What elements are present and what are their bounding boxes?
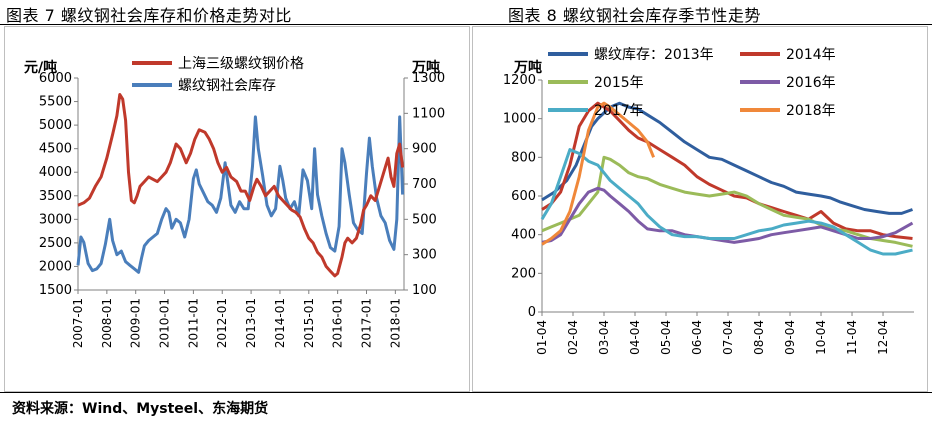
seasonal-x-tick-label: 07-04 [721,320,735,355]
right-y-tick-label: 500 [412,212,437,227]
seasonal-series-line [540,148,913,256]
seasonal-y-tick-label: 600 [511,189,536,204]
legend-label: 螺纹钢社会库存 [178,78,276,94]
seasonal-x-tick-label: 03-04 [597,320,611,355]
source-rule [0,392,932,393]
x-tick-label: 2013-01 [244,298,258,348]
seasonal-axis-unit: 万吨 [513,59,542,76]
right-y-tick-label: 100 [412,283,437,298]
seasonal-y-tick-label: 800 [511,150,536,165]
left-y-tick-label: 5500 [39,95,72,110]
seasonal-x-tick-label: 05-04 [659,320,673,355]
seasonal-x-tick-label: 12-04 [876,320,890,355]
x-tick-label: 2017-01 [359,298,373,348]
seasonal-x-tick-label: 09-04 [783,320,797,355]
right-y-tick-label: 300 [412,248,437,263]
right-figure-title: 图表 8 螺纹钢社会库存季节性走势 [508,6,761,25]
x-tick-label: 2016-01 [331,298,345,348]
left-y-tick-label: 4000 [39,165,72,180]
x-tick-label: 2010-01 [158,298,172,348]
seasonal-legend-label: 2017年 [594,103,644,119]
right-chart-frame [472,26,928,392]
right-y-tick-label: 900 [412,142,437,157]
seasonal-legend-label: 2018年 [786,103,836,119]
left-y-tick-label: 6000 [39,71,72,86]
left-figure-title: 图表 7 螺纹钢社会库存和价格走势对比 [6,6,292,25]
left-y-tick-label: 5000 [39,118,72,133]
legend-label: 上海三级螺纹钢价格 [178,56,304,72]
x-tick-label: 2007-01 [71,298,85,348]
left-y-tick-label: 4500 [39,142,72,157]
seasonal-x-tick-label: 01-04 [535,320,549,355]
seasonal-series-line [541,101,914,215]
left-chart-frame [4,26,470,392]
seasonal-legend-label: 2016年 [786,75,836,91]
seasonal-y-tick-label: 200 [511,266,536,281]
inventory-series-line [76,115,405,274]
seasonal-x-tick-label: 11-04 [845,320,859,355]
seasonal-legend-label: 2014年 [786,47,836,63]
seasonal-y-tick-label: 1200 [503,73,536,88]
x-tick-label: 2018-01 [388,298,402,348]
left-y-tick-label: 3500 [39,189,72,204]
left-y-tick-label: 1500 [39,283,72,298]
seasonal-legend-label: 螺纹库存：2013年 [594,47,714,63]
left-y-tick-label: 3000 [39,212,72,227]
x-tick-label: 2014-01 [273,298,287,348]
price-series-line [77,93,405,278]
right-y-tick-label: 1100 [412,106,445,121]
seasonal-series-line [541,155,913,248]
x-tick-label: 2012-01 [215,298,229,348]
seasonal-y-tick-label: 0 [528,305,536,320]
seasonal-series-line [541,101,655,246]
seasonal-legend-label: 2015年 [594,75,644,91]
left-y-tick-label: 2000 [39,259,72,274]
seasonal-x-tick-label: 06-04 [690,320,704,355]
x-tick-label: 2008-01 [100,298,114,348]
seasonal-y-tick-label: 1000 [503,112,536,127]
seasonal-x-tick-label: 02-04 [566,320,580,355]
seasonal-y-tick-label: 400 [511,228,536,243]
x-tick-label: 2015-01 [302,298,316,348]
seasonal-x-tick-label: 04-04 [628,320,642,355]
seasonal-x-tick-label: 10-04 [814,320,828,355]
title-rule [0,24,932,25]
right-axis-unit: 万吨 [411,59,440,76]
left-y-tick-label: 2500 [39,236,72,251]
seasonal-series-line [541,101,913,240]
right-y-tick-label: 1300 [412,71,445,86]
seasonal-x-tick-label: 08-04 [752,320,766,355]
x-tick-label: 2011-01 [186,298,200,348]
left-axis-unit: 元/吨 [24,59,57,76]
right-y-tick-label: 700 [412,177,437,192]
source-note: 资料来源：Wind、Mysteel、东海期货 [12,401,269,417]
x-tick-label: 2009-01 [129,298,143,348]
